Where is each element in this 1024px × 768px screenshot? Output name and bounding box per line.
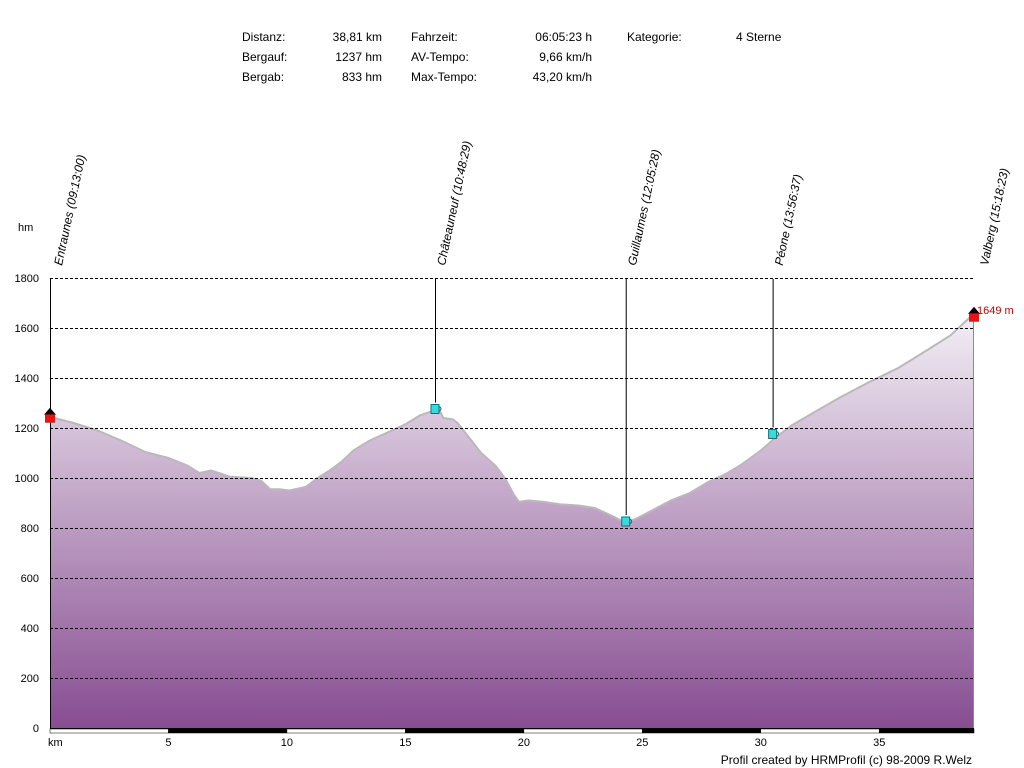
avg-speed-value: 9,66 km/h — [539, 50, 592, 64]
waypoint-label-3: Péone (13:56:37) — [772, 173, 805, 267]
distance-value: 38,81 km — [332, 30, 382, 44]
y-tick-label-400: 400 — [21, 623, 39, 635]
km-scale-segment-5 — [642, 728, 762, 734]
waypoint-marker-2 — [621, 516, 631, 527]
y-tick-label-600: 600 — [21, 573, 39, 585]
km-scale-segment-4 — [523, 728, 643, 734]
category-value: 4 Sterne — [736, 30, 782, 44]
ascent-label: Bergauf: — [242, 50, 288, 64]
y-tick-label-1800: 1800 — [15, 273, 39, 285]
waypoint-label-2: Guillaumes (12:05:28) — [625, 148, 663, 266]
waypoint-marker-handle-2 — [629, 518, 633, 525]
category-label: Kategorie: — [627, 30, 682, 44]
y-tick-label-800: 800 — [21, 523, 39, 535]
waypoint-house-roof-4 — [968, 306, 980, 314]
km-scale-segment-2 — [286, 728, 406, 734]
waypoint-marker-3 — [768, 429, 778, 439]
waypoint-label-0: Entraunes (09:13:00) — [51, 153, 88, 266]
km-scale-segment-0 — [49, 728, 169, 734]
x-tick-label-20: 20 — [518, 737, 530, 749]
max-speed-label: Max-Tempo: — [411, 70, 478, 84]
x-tick-label-10: 10 — [281, 737, 293, 749]
waypoint-house-0 — [45, 414, 55, 423]
waypoint-label-1: Châteauneuf (10:48:29) — [434, 140, 474, 267]
km-scale-segment-3 — [405, 728, 525, 734]
y-tick-label-1400: 1400 — [15, 373, 39, 385]
waypoint-marker-1 — [430, 404, 440, 414]
x-tick-label-30: 30 — [755, 737, 767, 749]
y-axis-label: hm — [18, 222, 33, 234]
x-tick-label-35: 35 — [873, 737, 885, 749]
x-tick-label-25: 25 — [636, 737, 648, 749]
ride-time-value: 06:05:23 h — [535, 30, 592, 44]
y-tick-label-200: 200 — [21, 673, 39, 685]
descent-label: Bergab: — [242, 70, 285, 84]
x-axis-label: km — [48, 737, 63, 749]
y-tick-label-1200: 1200 — [15, 423, 39, 435]
x-tick-label-5: 5 — [165, 737, 171, 749]
y-tick-label-1600: 1600 — [15, 323, 39, 335]
end-elevation-label: 1649 m — [977, 305, 1014, 317]
y-tick-label-1000: 1000 — [15, 473, 39, 485]
distance-label: Distanz: — [242, 30, 286, 44]
km-scale-segment-7 — [878, 728, 975, 734]
ride-time-label: Fahrzeit: — [411, 30, 458, 44]
max-speed-value: 43,20 km/h — [532, 70, 592, 84]
waypoint-marker-handle-3 — [776, 431, 780, 437]
km-scale-segment-6 — [760, 728, 880, 734]
ascent-value: 1237 hm — [335, 50, 382, 64]
waypoint-house-4 — [969, 313, 979, 322]
elevation-area — [50, 315, 974, 728]
elevation-line — [49, 314, 975, 525]
waypoint-marker-handle-1 — [438, 406, 442, 412]
km-scale-segment-1 — [168, 728, 288, 734]
y-tick-label-0: 0 — [33, 723, 39, 735]
avg-speed-label: AV-Tempo: — [411, 50, 469, 64]
x-tick-label-15: 15 — [399, 737, 411, 749]
waypoint-label-4: Valberg (15:18:23) — [977, 167, 1011, 267]
waypoint-house-roof-0 — [44, 407, 56, 415]
descent-value: 833 hm — [341, 70, 382, 84]
credit-text: Profil created by HRMProfil (c) 98-2009 … — [720, 753, 972, 767]
